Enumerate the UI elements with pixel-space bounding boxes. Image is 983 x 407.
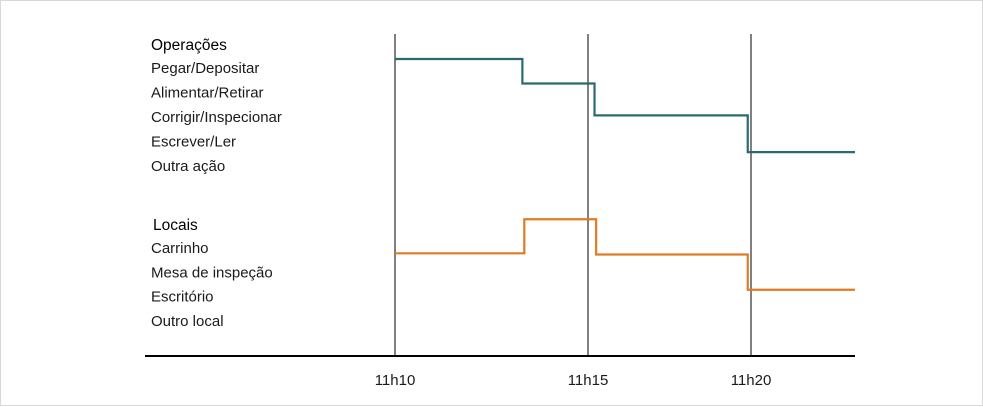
x-tick-label: 11h20 xyxy=(731,372,772,389)
locais-category-label: Escritório xyxy=(151,289,214,306)
operacoes-step-line xyxy=(395,57,855,154)
x-tick-label: 11h15 xyxy=(568,372,609,389)
locais-category-label: Mesa de inspeção xyxy=(151,264,273,281)
time-gridlines xyxy=(394,34,752,356)
operacoes-panel: Operações Pegar/Depositar Alimentar/Retir… xyxy=(151,37,855,175)
x-tick-labels: 11h10 11h15 11h20 xyxy=(375,372,772,389)
operacoes-title: Operações xyxy=(151,37,227,54)
x-tick-label: 11h10 xyxy=(375,372,416,389)
locais-category-label: Outro local xyxy=(151,313,224,330)
locais-categories: Carrinho Mesa de inspeção Escritório Outro … xyxy=(151,240,273,330)
locais-step-line xyxy=(395,218,855,291)
operacoes-category-label: Alimentar/Retirar xyxy=(151,85,264,102)
operacoes-category-label: Pegar/Depositar xyxy=(151,60,259,77)
locais-panel: Locais Carrinho Mesa de inspeção Escritóri… xyxy=(151,217,855,330)
operacoes-category-label: Escrever/Ler xyxy=(151,134,236,151)
operacoes-category-label: Outra ação xyxy=(151,158,225,175)
locais-title: Locais xyxy=(153,217,198,234)
locais-category-label: Carrinho xyxy=(151,240,209,257)
operacoes-category-label: Corrigir/Inspecionar xyxy=(151,109,282,126)
operacoes-categories: Pegar/Depositar Alimentar/Retirar Corrigir… xyxy=(151,60,282,175)
